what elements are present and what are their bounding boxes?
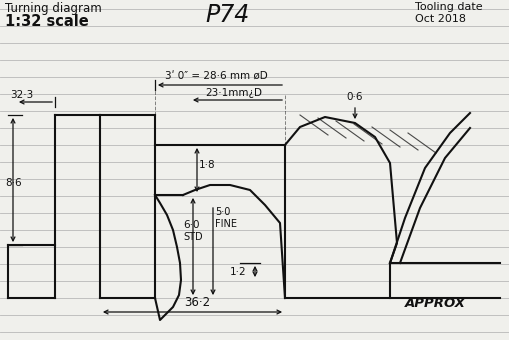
Text: STD: STD xyxy=(183,232,202,242)
Text: 5·0: 5·0 xyxy=(215,207,230,217)
Text: FINE: FINE xyxy=(215,219,237,229)
Text: Tooling date: Tooling date xyxy=(414,2,482,12)
Text: 0·6: 0·6 xyxy=(346,92,362,102)
Text: P74: P74 xyxy=(205,3,249,27)
Text: 23·1mm¿D: 23·1mm¿D xyxy=(205,88,262,98)
Text: 1:32 scale: 1:32 scale xyxy=(5,14,89,29)
Text: 1·8: 1·8 xyxy=(199,160,215,170)
Text: 32·3: 32·3 xyxy=(10,90,33,100)
Text: 6·0: 6·0 xyxy=(183,220,199,230)
Text: 1·2: 1·2 xyxy=(230,267,246,277)
Text: Turning diagram: Turning diagram xyxy=(5,2,102,15)
Text: 3ʹ 0″ = 28·6 mm øD: 3ʹ 0″ = 28·6 mm øD xyxy=(165,72,267,82)
Text: APPROX: APPROX xyxy=(404,297,465,310)
Text: 8·6: 8·6 xyxy=(5,178,21,188)
Text: Oct 2018: Oct 2018 xyxy=(414,14,465,24)
Text: 36·2: 36·2 xyxy=(184,296,210,309)
